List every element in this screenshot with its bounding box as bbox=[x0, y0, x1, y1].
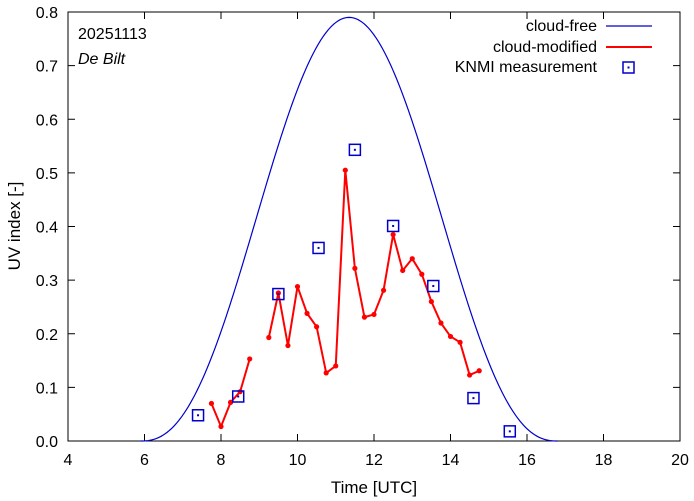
cloud-modified-point bbox=[419, 271, 425, 277]
cloud-modified-point bbox=[371, 311, 377, 318]
knmi-measurement-point bbox=[231, 390, 245, 403]
y-tick-label: 0.3 bbox=[36, 273, 58, 290]
cloud-modified-point bbox=[390, 231, 396, 238]
series-knmi-measurement bbox=[191, 143, 517, 438]
plot-frame bbox=[67, 11, 681, 442]
legend-label-knmi-measurement: KNMI measurement bbox=[455, 59, 598, 76]
y-axis: 0.0 0.1 0.2 0.3 0.4 0.5 0.6 0.7 0.8 bbox=[36, 5, 680, 451]
cloud-modified-point bbox=[380, 287, 387, 293]
y-tick-label: 0.8 bbox=[36, 5, 58, 22]
y-tick-label: 0.5 bbox=[36, 166, 58, 183]
knmi-measurement-dot bbox=[197, 414, 200, 417]
cloud-modified-point bbox=[352, 265, 358, 271]
knmi-measurement-point bbox=[503, 425, 517, 438]
knmi-measurement-dot bbox=[317, 246, 320, 249]
cloud-modified-point bbox=[275, 290, 281, 296]
cloud-modified-point bbox=[409, 256, 415, 262]
x-tick-label: 16 bbox=[518, 452, 536, 469]
cloud-modified-point bbox=[323, 370, 329, 376]
x-tick-label: 14 bbox=[442, 452, 460, 469]
cloud-modified-point bbox=[294, 283, 301, 290]
y-tick-label: 0.2 bbox=[36, 327, 58, 344]
x-tick-label: 6 bbox=[140, 452, 149, 469]
cloud-modified-point bbox=[208, 400, 215, 407]
knmi-measurement-point bbox=[191, 409, 205, 422]
knmi-measurement-point bbox=[467, 391, 480, 405]
knmi-measurement-point bbox=[272, 287, 285, 301]
knmi-measurement-point bbox=[386, 219, 400, 233]
cloud-modified-line bbox=[267, 169, 480, 377]
series-cloud-modified bbox=[208, 167, 482, 430]
cloud-modified-point bbox=[227, 399, 234, 405]
cloud-modified-point bbox=[476, 368, 482, 374]
cloud-modified-point bbox=[361, 314, 368, 320]
knmi-measurement-dot bbox=[277, 293, 280, 296]
x-tick-label: 4 bbox=[64, 452, 73, 469]
x-tick-label: 18 bbox=[595, 452, 613, 469]
legend-label-cloud-free: cloud-free bbox=[526, 18, 597, 35]
knmi-measurement-point bbox=[312, 241, 325, 255]
cloud-modified-point bbox=[457, 339, 463, 345]
cloud-modified-point bbox=[285, 342, 291, 349]
y-tick-label: 0.1 bbox=[36, 380, 58, 397]
x-axis: 4 6 8 10 12 14 16 18 20 bbox=[64, 12, 689, 469]
cloud-modified-point bbox=[333, 363, 339, 369]
date-annotation: 20251113 bbox=[78, 26, 147, 43]
cloud-modified-point bbox=[447, 333, 454, 340]
cloud-free-line bbox=[140, 16, 558, 442]
x-tick-label: 10 bbox=[289, 452, 307, 469]
y-tick-label: 0.6 bbox=[36, 112, 58, 129]
cloud-modified-point bbox=[314, 324, 320, 330]
cloud-modified-point bbox=[218, 423, 224, 430]
cloud-modified-point bbox=[266, 334, 272, 341]
cloud-modified-point bbox=[342, 167, 348, 173]
x-tick-label: 12 bbox=[365, 452, 383, 469]
knmi-measurement-point bbox=[427, 279, 440, 293]
cloud-modified-point bbox=[304, 310, 310, 316]
cloud-modified-point bbox=[428, 298, 434, 305]
x-tick-label: 20 bbox=[671, 452, 689, 469]
cloud-modified-point bbox=[438, 320, 444, 326]
knmi-measurement-dot bbox=[237, 395, 240, 398]
x-axis-label: Time [UTC] bbox=[331, 478, 417, 497]
knmi-measurement-dot bbox=[353, 148, 356, 151]
legend: cloud-free cloud-modified KNMI measureme… bbox=[455, 18, 652, 76]
legend-swatch-knmi-measurement bbox=[622, 61, 635, 74]
knmi-measurement-point bbox=[348, 143, 362, 157]
cloud-modified-point bbox=[400, 267, 406, 274]
series-cloud-free bbox=[140, 16, 558, 442]
cloud-modified-point bbox=[247, 356, 253, 362]
knmi-measurement-dot bbox=[508, 430, 511, 433]
y-axis-label: UV index [-] bbox=[5, 182, 24, 271]
knmi-measurement-dot bbox=[392, 224, 395, 227]
knmi-measurement-dot bbox=[432, 285, 435, 288]
station-annotation: De Bilt bbox=[78, 51, 126, 68]
y-tick-label: 0.4 bbox=[36, 220, 58, 237]
legend-swatch-knmi-dot bbox=[627, 66, 630, 69]
x-tick-label: 8 bbox=[217, 452, 226, 469]
cloud-modified-point bbox=[467, 372, 473, 378]
y-tick-label: 0.7 bbox=[36, 59, 58, 76]
y-tick-label: 0.0 bbox=[36, 434, 58, 451]
knmi-measurement-dot bbox=[472, 397, 475, 400]
legend-label-cloud-modified: cloud-modified bbox=[493, 39, 597, 56]
